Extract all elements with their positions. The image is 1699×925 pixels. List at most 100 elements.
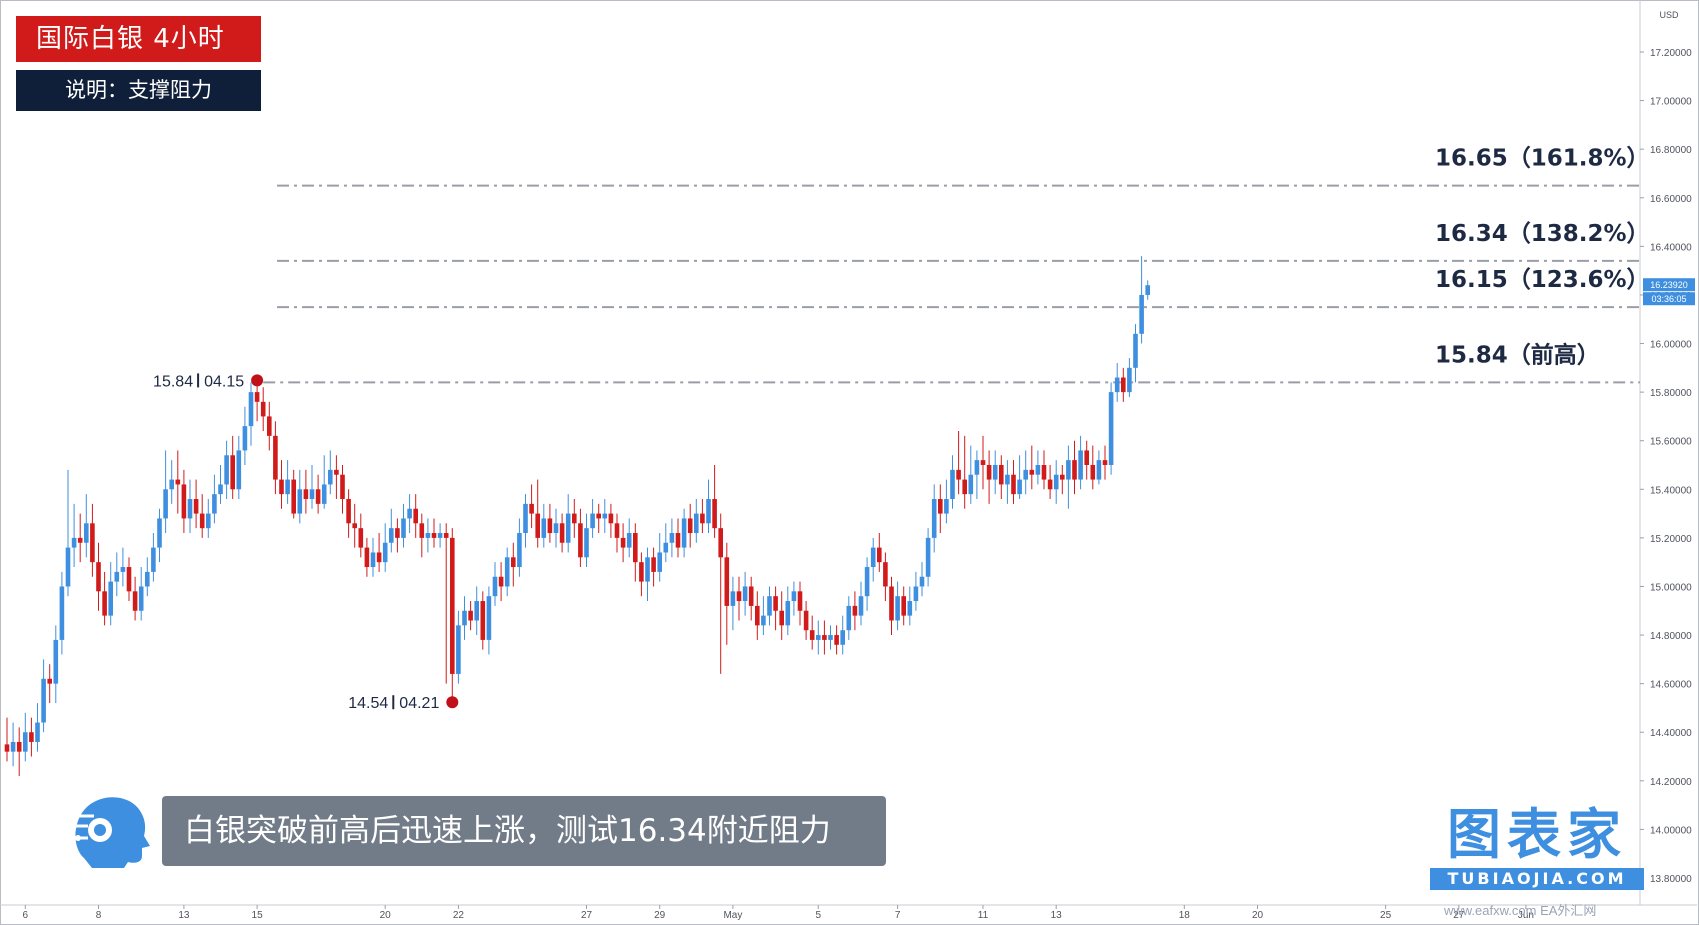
candle-body: [364, 547, 370, 568]
marker-date-label: 04.15: [204, 373, 244, 390]
candle-body: [1053, 474, 1059, 490]
candle-body: [1096, 460, 1102, 480]
x-tick-label: 13: [1051, 910, 1063, 921]
candle-body: [962, 479, 967, 495]
candle-body: [602, 513, 608, 519]
candle-body: [120, 567, 126, 572]
candle-body: [1023, 469, 1028, 480]
candle-body: [925, 537, 931, 577]
candle-body: [1114, 377, 1120, 393]
candle-body: [511, 557, 516, 568]
candle-body: [931, 499, 937, 538]
y-tick-label: 14.00000: [1650, 825, 1692, 836]
y-tick-label: 15.20000: [1650, 534, 1692, 545]
candle-body: [553, 523, 559, 534]
candle-body: [236, 450, 242, 490]
candle-body: [870, 547, 876, 568]
level-label: 15.84（前高）: [1435, 341, 1600, 368]
candle-body: [517, 533, 522, 568]
x-tick-label: 20: [380, 910, 392, 921]
candle-body: [584, 528, 589, 558]
candle-body: [913, 586, 919, 602]
logo-main-text: 图表家: [1447, 803, 1627, 866]
candle-body: [47, 678, 52, 684]
candle-body: [687, 518, 693, 534]
candle-body: [96, 562, 101, 592]
candle-body: [1047, 479, 1053, 490]
x-tick-label: May: [723, 910, 742, 921]
candle-body: [944, 499, 949, 514]
candle-body: [285, 479, 290, 495]
watermark: www.eafxw.com EA外汇网: [1444, 903, 1597, 918]
x-tick-label: Jun: [1518, 910, 1534, 921]
candle-body: [797, 591, 803, 611]
candle-body: [218, 484, 223, 495]
candle-body: [1060, 474, 1065, 480]
candle-body: [791, 591, 797, 602]
x-tick-label: 15: [252, 910, 264, 921]
chart-subtitle: 说明：支撑阻力: [16, 70, 261, 111]
candle-body: [413, 508, 418, 524]
candle-body: [450, 537, 455, 674]
candle-body: [303, 489, 309, 500]
candle-body: [1041, 465, 1047, 480]
candle-body: [462, 610, 467, 626]
candle-body: [193, 499, 199, 514]
candle-body: [700, 513, 705, 524]
candle-body: [358, 528, 364, 548]
current-price-label: 16.23920: [1650, 280, 1688, 290]
extreme-markers: 15.84 04.15 14.54 04.21: [153, 373, 459, 712]
candle-body: [547, 518, 553, 534]
price-axis: USD 17.20000 17.00000 16.80000 16.60000 16.40…: [0, 0, 1697, 906]
candle-body: [498, 576, 504, 587]
y-tick-label: 17.00000: [1650, 97, 1692, 108]
candle-body: [4, 744, 10, 752]
candle-body: [901, 596, 906, 616]
x-tick-label: 27: [581, 910, 593, 921]
y-tick-label: 15.60000: [1650, 437, 1692, 448]
marker-price-label: 15.84: [153, 373, 193, 390]
x-tick-label: 6: [23, 910, 29, 921]
candle-body: [596, 513, 601, 519]
candle-body: [224, 455, 229, 485]
candle-body: [370, 552, 376, 568]
candle-body: [614, 523, 620, 538]
current-price-tag: [1643, 278, 1695, 292]
candle-body: [718, 528, 723, 558]
candle-body: [590, 513, 595, 529]
candle-body: [1017, 479, 1022, 495]
x-tick-label: 13: [178, 910, 190, 921]
candle-body: [1005, 474, 1010, 485]
candle-body: [779, 610, 784, 626]
candle-body: [651, 557, 656, 572]
candle-body: [907, 601, 913, 616]
candle-body: [864, 567, 870, 597]
level-lines: 16.65（161.8%） 16.34（138.2%） 16.15（123.6%） 1…: [263, 145, 1650, 384]
candle-body: [889, 586, 894, 621]
candle-body: [1133, 333, 1138, 368]
candle-body: [852, 605, 858, 616]
candle-body: [437, 533, 443, 538]
candle-body: [748, 586, 754, 606]
candle-body: [328, 469, 333, 485]
candle-body: [480, 601, 486, 640]
candle-body: [816, 635, 821, 640]
candle-body: [145, 571, 150, 587]
candle-body: [1029, 469, 1035, 475]
candle-body: [1078, 450, 1083, 480]
candle-body: [803, 610, 809, 631]
candle-body: [419, 523, 425, 538]
candle-body: [126, 567, 132, 592]
candle-body: [834, 635, 839, 645]
candle-body: [1127, 367, 1132, 393]
y-tick-label: 15.00000: [1650, 582, 1692, 593]
countdown-label: 03:36:05: [1651, 294, 1686, 304]
tubiaojia-logo: 图表家 TUBIAOJIA.COM: [1426, 806, 1648, 896]
candle-body: [16, 741, 22, 752]
candle-body: [163, 489, 168, 519]
candle-body: [730, 591, 736, 606]
candle-body: [742, 586, 748, 602]
robot-head-icon: [71, 797, 150, 868]
x-tick-label: 27: [1453, 910, 1465, 921]
